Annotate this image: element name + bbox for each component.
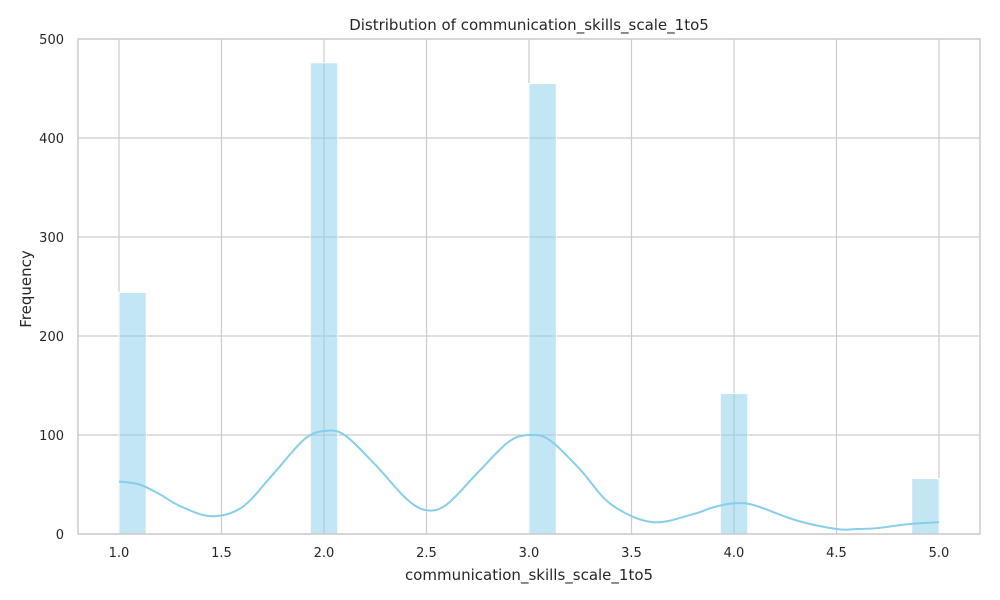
- y-tick-label: 200: [39, 330, 64, 345]
- y-axis-title: Frequency: [17, 250, 35, 328]
- y-tick-label: 500: [39, 33, 64, 48]
- x-tick-label: 3.0: [519, 546, 540, 561]
- kde-curve-group: [118, 429, 940, 531]
- x-axis-title: communication_skills_scale_1to5: [405, 566, 653, 585]
- histogram-bar: [911, 478, 940, 535]
- x-tick-label: 1.0: [109, 546, 130, 561]
- histogram-bars: [118, 62, 940, 535]
- plot-frame: [77, 38, 981, 535]
- histogram-bar: [528, 83, 557, 535]
- y-tick-label: 0: [56, 528, 64, 543]
- x-tick-label: 4.0: [724, 546, 745, 561]
- chart-title: Distribution of communication_skills_sca…: [349, 16, 709, 35]
- histogram-bar: [719, 392, 749, 535]
- y-tick-label: 400: [39, 132, 64, 147]
- x-tick-label: 2.5: [416, 546, 437, 561]
- x-tick-label: 2.0: [314, 546, 335, 561]
- histogram-bar: [309, 62, 339, 535]
- x-tick-label: 4.5: [826, 546, 847, 561]
- x-tick-labels: 1.0 1.5 2.0 2.5 3.0 3.5 4.0 4.5 5.0: [109, 546, 950, 561]
- kde-curve: [118, 429, 940, 531]
- x-tick-label: 5.0: [929, 546, 950, 561]
- y-tick-labels: 0 100 200 300 400 500: [39, 33, 64, 543]
- y-tick-label: 300: [39, 231, 64, 246]
- x-tick-label: 1.5: [211, 546, 232, 561]
- y-tick-label: 100: [39, 429, 64, 444]
- x-tick-label: 3.5: [621, 546, 642, 561]
- histogram-bar: [118, 291, 147, 535]
